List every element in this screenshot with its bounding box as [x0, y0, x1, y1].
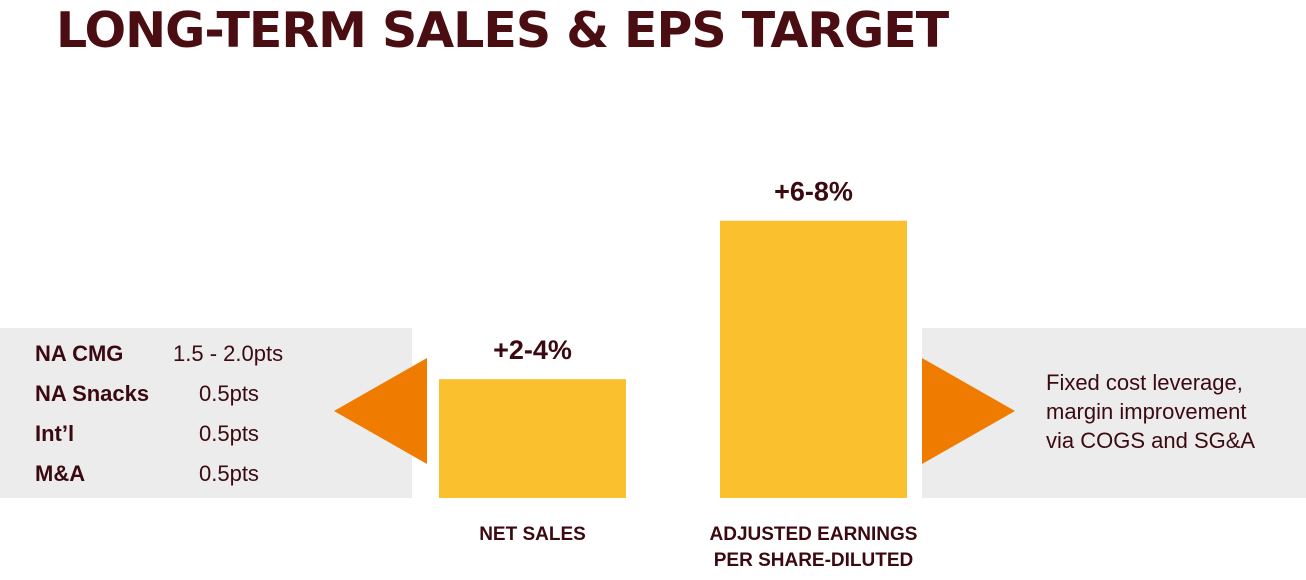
arrow-right-icon	[922, 358, 1015, 464]
breakdown-label: NA CMG	[35, 341, 124, 366]
breakdown-value: 0.5pts	[199, 461, 259, 486]
breakdown-value: 1.5 - 2.0pts	[173, 341, 284, 366]
breakdown-label: NA Snacks	[35, 381, 150, 406]
category-label-line: NET SALES	[479, 524, 586, 545]
band-gap	[907, 328, 922, 498]
category-label-line: PER SHARE-DILUTED	[713, 550, 914, 571]
eps-driver-note: Fixed cost leverage, margin improvement …	[1046, 368, 1304, 455]
bar-net-sales	[439, 379, 626, 498]
category-label-line: ADJUSTED EARNINGS	[709, 524, 918, 545]
band-gap	[626, 328, 640, 498]
data-label-adjusted-eps: +6-8%	[774, 177, 853, 207]
note-line: margin improvement	[1046, 399, 1247, 424]
note-line: Fixed cost leverage,	[1046, 370, 1243, 395]
breakdown-value: 0.5pts	[199, 421, 259, 446]
data-label-net-sales: +2-4%	[493, 335, 572, 365]
category-label-adjusted-eps: ADJUSTED EARNINGS PER SHARE-DILUTED	[664, 522, 964, 574]
arrow-left-icon	[334, 358, 427, 464]
bar-adjusted-eps	[720, 220, 907, 498]
breakdown-value: 0.5pts	[199, 381, 259, 406]
breakdown-label: M&A	[35, 461, 86, 486]
note-line: via COGS and SG&A	[1046, 428, 1256, 453]
breakdown-label: Int’l	[35, 421, 75, 446]
page-title: LONG-TERM SALES & EPS TARGET	[56, 2, 949, 59]
category-label-net-sales: NET SALES	[383, 522, 683, 548]
